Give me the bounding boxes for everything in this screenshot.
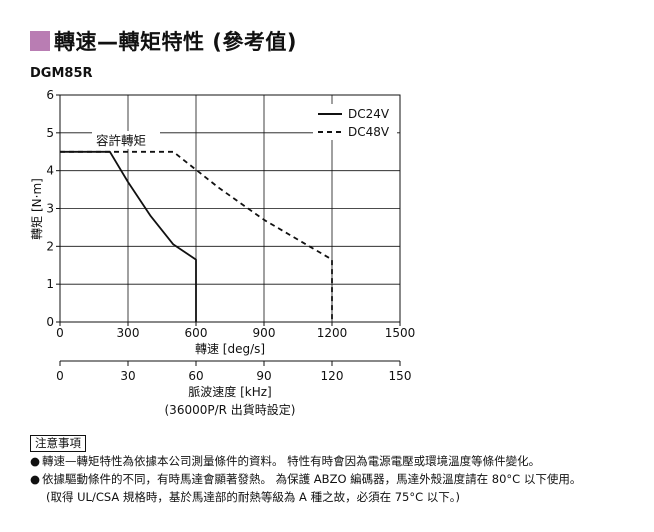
notes-heading: 注意事項 xyxy=(30,435,86,452)
title-row: 轉速—轉矩特性 (參考值) xyxy=(30,26,297,56)
bullet-icon: ● xyxy=(30,454,41,468)
y-tick-label: 4 xyxy=(46,164,54,178)
x-ticks: 0 300 600 900 1200 1500 xyxy=(56,322,415,340)
secondary-axis-note: (36000P/R 出貨時設定) xyxy=(165,402,296,417)
x-tick-label: 0 xyxy=(56,326,64,340)
legend-label-dc48v: DC48V xyxy=(348,125,390,139)
secondary-tick-label: 30 xyxy=(120,369,135,383)
allowable-torque-label: 容許轉矩 xyxy=(96,133,146,148)
legend-bg xyxy=(313,104,397,140)
note-text: 依據驅動條件的不同，有時馬達會顯著發熱。 為保護 ABZO 編碼器，馬達外殼溫度… xyxy=(42,472,582,486)
secondary-tick-label: 90 xyxy=(256,369,271,383)
legend: DC24V DC48V xyxy=(313,104,397,140)
annotation-bg xyxy=(92,131,160,149)
note-item: ● 轉速—轉矩特性為依據本公司測量條件的資料。 特性有時會因為電源電壓或環境溫度等… xyxy=(30,452,650,470)
note-subitem: (取得 UL/CSA 規格時，基於馬達部的耐熱等級為 A 種之故，必須在 75°… xyxy=(46,490,461,504)
bullet-icon: ● xyxy=(30,472,41,486)
y-axis-label: 轉矩 [N·m] xyxy=(30,178,44,240)
secondary-tick-label: 150 xyxy=(389,369,412,383)
secondary-tick-label: 60 xyxy=(188,369,203,383)
x-tick-label: 1500 xyxy=(385,326,416,340)
notes-section: 注意事項 ● 轉速—轉矩特性為依據本公司測量條件的資料。 特性有時會因為電源電壓或… xyxy=(30,434,650,506)
legend-label-dc24v: DC24V xyxy=(348,107,390,121)
note-text: 轉速—轉矩特性為依據本公司測量條件的資料。 特性有時會因為電源電壓或環境溫度等條… xyxy=(42,454,541,468)
y-tick-label: 3 xyxy=(46,202,54,216)
secondary-axis-label: 脈波速度 [kHz] xyxy=(188,384,271,399)
x-tick-label: 1200 xyxy=(317,326,348,340)
x-tick-label: 900 xyxy=(253,326,276,340)
secondary-tick-label: 120 xyxy=(321,369,344,383)
chart-series xyxy=(60,150,333,322)
y-tick-label: 2 xyxy=(46,239,54,253)
x-tick-label: 300 xyxy=(117,326,140,340)
x-axis-label: 轉速 [deg/s] xyxy=(195,342,265,356)
x-tick-label: 600 xyxy=(185,326,208,340)
series-line-dc48v xyxy=(60,150,333,322)
note-item: ● 依據驅動條件的不同，有時馬達會顯著發熱。 為保護 ABZO 編碼器，馬達外殼溫… xyxy=(30,470,650,488)
y-tick-label: 1 xyxy=(46,277,54,291)
y-tick-label: 5 xyxy=(46,126,54,140)
secondary-tick-label: 0 xyxy=(56,369,64,383)
secondary-axis-ticks: 0 30 60 90 120 150 xyxy=(56,361,411,383)
model-name: DGM85R xyxy=(30,66,93,81)
y-tick-label: 0 xyxy=(46,315,54,329)
title-marker xyxy=(30,31,50,51)
y-ticks: 0 1 2 3 4 5 6 xyxy=(46,88,60,329)
page-title: 轉速—轉矩特性 (參考值) xyxy=(54,30,298,54)
y-tick-label: 6 xyxy=(46,88,54,102)
